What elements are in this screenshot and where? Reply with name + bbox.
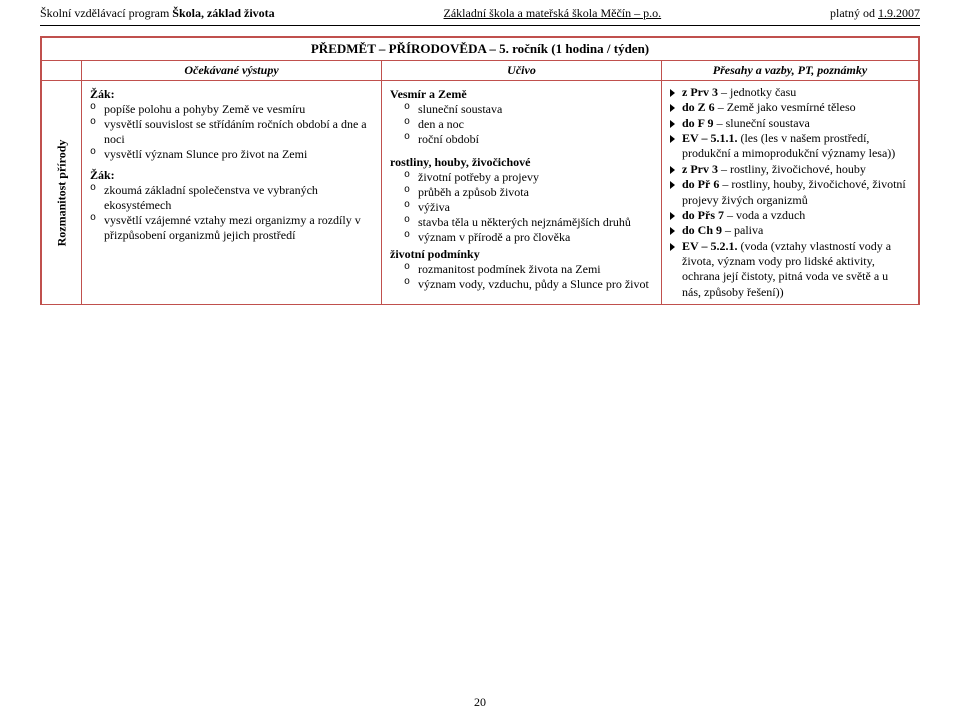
link-text: – voda a vzduch <box>724 208 805 222</box>
header-right-underlined: 1.9.2007 <box>878 6 920 20</box>
link-code: do F 9 <box>682 116 714 130</box>
vertical-category-cell: Rozmanitost přírody <box>42 81 82 304</box>
list-item: roční období <box>404 132 653 147</box>
list-item: vysvětlí vzájemné vztahy mezi organizmy … <box>90 213 373 243</box>
col-header-outputs: Očekávané výstupy <box>82 61 382 80</box>
outputs-list-2: zkoumá základní společenstva ve vybranýc… <box>90 183 373 243</box>
col-header-links: Přesahy a vazby, PT, poznámky <box>662 61 918 80</box>
topic-sublist-2: životní potřeby a projevy průběh a způso… <box>390 170 653 245</box>
header-center: Základní škola a mateřská škola Měčín – … <box>275 6 830 21</box>
list-item: průběh a způsob života <box>404 185 653 200</box>
header-right: platný od 1.9.2007 <box>830 6 920 21</box>
header-left: Školní vzdělávací program Škola, základ … <box>40 6 275 21</box>
link-text: – rostliny, živočichové, houby <box>718 162 866 176</box>
link-text: – jednotky času <box>718 85 796 99</box>
curriculum-table: PŘEDMĚT – PŘÍRODOVĚDA – 5. ročník (1 hod… <box>40 36 920 305</box>
header-rule <box>40 25 920 26</box>
table-header-row: Očekávané výstupy Učivo Přesahy a vazby,… <box>42 61 918 81</box>
topic-heading: rostliny, houby, živočichové <box>390 155 653 170</box>
student-heading: Žák: <box>90 168 373 183</box>
list-item: vysvětlí význam Slunce pro život na Zemi <box>90 147 373 162</box>
list-item: stavba těla u některých nejznámějších dr… <box>404 215 653 230</box>
list-item: význam v přírodě a pro člověka <box>404 230 653 245</box>
list-item: z Prv 3 – rostliny, živočichové, houby <box>670 162 910 177</box>
cell-cross-links: z Prv 3 – jednotky času do Z 6 – Země ja… <box>662 81 918 304</box>
list-item: rozmanitost podmínek života na Zemi <box>404 262 653 277</box>
student-heading: Žák: <box>90 87 373 102</box>
link-code: do Př 6 <box>682 177 719 191</box>
list-item: do F 9 – sluneční soustava <box>670 116 910 131</box>
list-item: do Z 6 – Země jako vesmírné těleso <box>670 100 910 115</box>
topic-heading: životní podmínky <box>390 247 653 262</box>
outputs-list-1: popíše polohu a pohyby Země ve vesmíru v… <box>90 102 373 162</box>
topic-heading: Vesmír a Země <box>390 87 653 102</box>
list-item: popíše polohu a pohyby Země ve vesmíru <box>90 102 373 117</box>
list-item: životní potřeby a projevy <box>404 170 653 185</box>
list-item: EV – 5.1.1. (les (les v našem prostředí,… <box>670 131 910 162</box>
link-code: do Přs 7 <box>682 208 724 222</box>
header-right-prefix: platný od <box>830 6 878 20</box>
page-number: 20 <box>0 695 960 710</box>
list-item: vysvětlí souvislost se střídáním ročních… <box>90 117 373 147</box>
link-code: EV – 5.2.1. <box>682 239 737 253</box>
header-left-bold: Škola, základ života <box>172 6 274 20</box>
page-header: Školní vzdělávací program Škola, základ … <box>0 0 960 23</box>
cell-expected-outputs: Žák: popíše polohu a pohyby Země ve vesm… <box>82 81 382 304</box>
link-text: – sluneční soustava <box>714 116 810 130</box>
list-item: den a noc <box>404 117 653 132</box>
link-code: do Z 6 <box>682 100 715 114</box>
header-spacer <box>42 61 82 80</box>
header-left-prefix: Školní vzdělávací program <box>40 6 172 20</box>
list-item: do Přs 7 – voda a vzduch <box>670 208 910 223</box>
link-code: do Ch 9 <box>682 223 722 237</box>
list-item: do Ch 9 – paliva <box>670 223 910 238</box>
cross-links-list: z Prv 3 – jednotky času do Z 6 – Země ja… <box>670 85 910 300</box>
link-code: z Prv 3 <box>682 85 718 99</box>
link-code: z Prv 3 <box>682 162 718 176</box>
topic-sublist-3: rozmanitost podmínek života na Zemi význ… <box>390 262 653 292</box>
vertical-category-label: Rozmanitost přírody <box>54 139 69 246</box>
topic-sublist-1: sluneční soustava den a noc roční období <box>390 102 653 147</box>
link-code: EV – 5.1.1. <box>682 131 737 145</box>
list-item: význam vody, vzduchu, půdy a Slunce pro … <box>404 277 653 292</box>
link-text: – Země jako vesmírné těleso <box>715 100 856 114</box>
list-item: sluneční soustava <box>404 102 653 117</box>
col-header-content: Učivo <box>382 61 662 80</box>
list-item: z Prv 3 – jednotky času <box>670 85 910 100</box>
link-text: – paliva <box>722 223 763 237</box>
header-center-underlined: Základní škola a mateřská škola Měčín – … <box>444 6 662 20</box>
table-body-row: Rozmanitost přírody Žák: popíše polohu a… <box>42 81 918 304</box>
list-item: zkoumá základní společenstva ve vybranýc… <box>90 183 373 213</box>
cell-curriculum-content: Vesmír a Země sluneční soustava den a no… <box>382 81 662 304</box>
list-item: výživa <box>404 200 653 215</box>
table-title: PŘEDMĚT – PŘÍRODOVĚDA – 5. ročník (1 hod… <box>42 38 918 61</box>
list-item: do Př 6 – rostliny, houby, živočichové, … <box>670 177 910 208</box>
list-item: EV – 5.2.1. (voda (vztahy vlastností vod… <box>670 239 910 300</box>
